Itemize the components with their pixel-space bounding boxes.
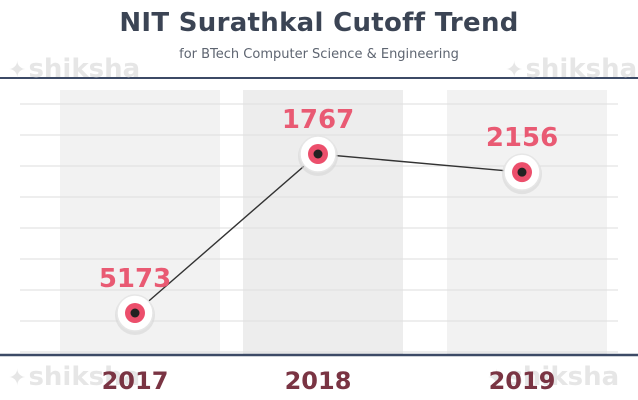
title-divider	[0, 77, 638, 79]
chart-title: NIT Surathkal Cutoff Trend	[119, 8, 519, 38]
marker-center-2019	[517, 167, 527, 177]
watermark-bottom-right: ✦shiksha	[487, 362, 620, 392]
marker-center-2017	[130, 308, 140, 318]
watermark-bottom-left: ✦shiksha	[8, 362, 141, 392]
data-label-2019: 2156	[486, 123, 558, 153]
chart-subtitle: for BTech Computer Science & Engineering	[179, 47, 459, 62]
x-tick-label-2019: 2019	[489, 367, 556, 395]
marker-center-2018	[313, 149, 323, 159]
column-band-2019	[447, 90, 607, 355]
column-band-2018	[243, 90, 403, 355]
x-tick-label-2017: 2017	[102, 367, 169, 395]
watermark-top-left: ✦shiksha	[8, 54, 141, 84]
data-label-2018: 1767	[282, 105, 354, 135]
data-label-2017: 5173	[99, 264, 171, 294]
watermark-top-right: ✦shiksha	[505, 54, 638, 84]
x-tick-label-2018: 2018	[285, 367, 352, 395]
